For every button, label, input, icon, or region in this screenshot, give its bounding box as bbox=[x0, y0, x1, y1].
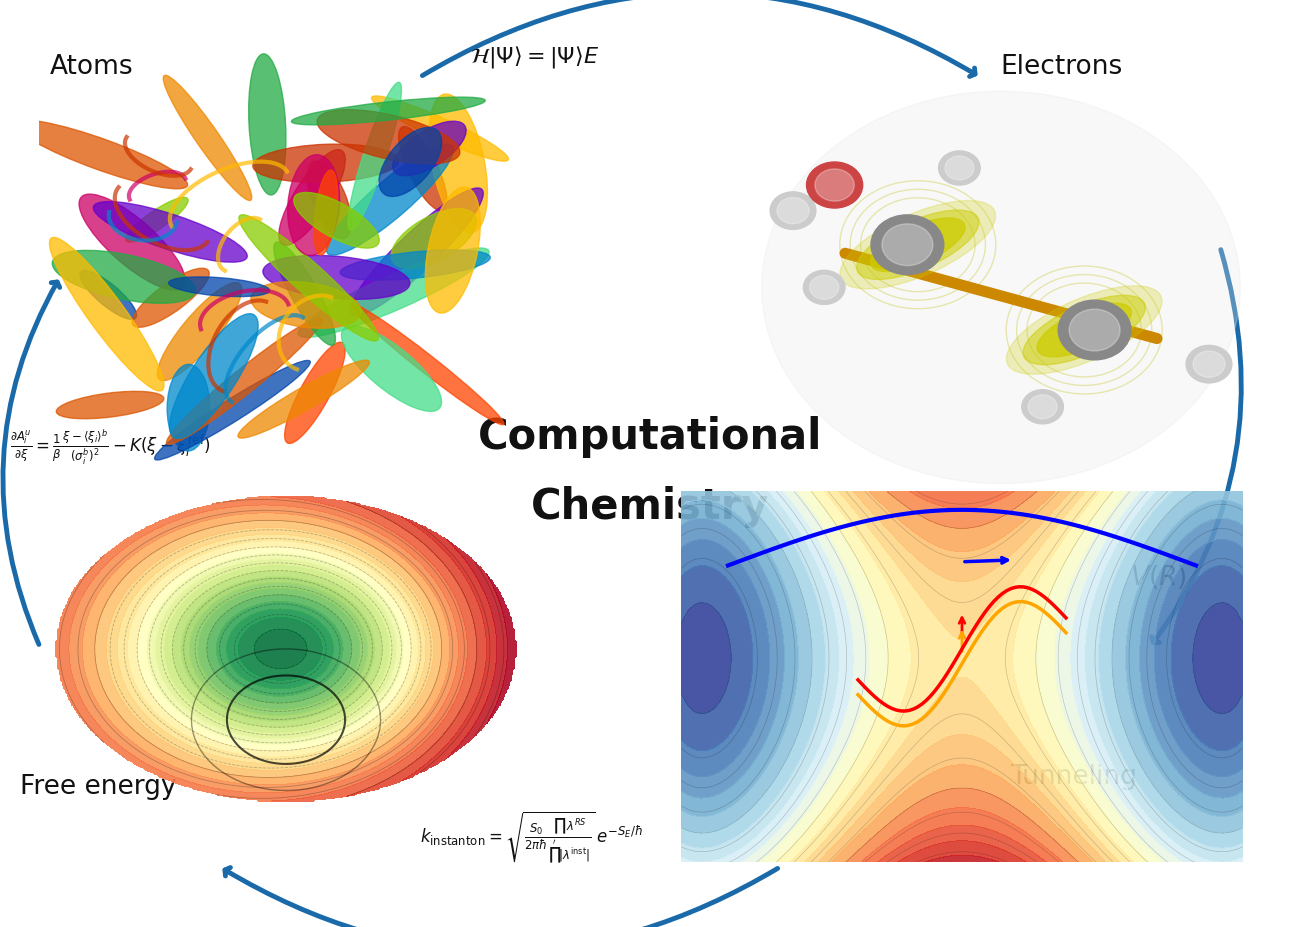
Ellipse shape bbox=[857, 210, 979, 279]
Circle shape bbox=[945, 156, 974, 180]
Ellipse shape bbox=[298, 248, 489, 337]
Ellipse shape bbox=[133, 268, 209, 327]
Circle shape bbox=[1058, 300, 1131, 360]
Ellipse shape bbox=[278, 149, 346, 246]
Text: $\frac{\partial A_i^u}{\partial \xi} = \frac{1}{\beta}\frac{\xi - \langle\xi_i\r: $\frac{\partial A_i^u}{\partial \xi} = \… bbox=[10, 427, 211, 466]
Ellipse shape bbox=[157, 283, 242, 381]
Ellipse shape bbox=[285, 342, 346, 443]
Circle shape bbox=[777, 197, 809, 223]
Circle shape bbox=[803, 271, 845, 304]
Ellipse shape bbox=[239, 215, 378, 341]
Text: $k_{\mathrm{instanton}} = \sqrt{\frac{S_0}{2\pi\hbar}\frac{\prod\lambda^{RS}}{\p: $k_{\mathrm{instanton}} = \sqrt{\frac{S_… bbox=[420, 809, 644, 865]
Text: Atoms: Atoms bbox=[49, 54, 134, 80]
Ellipse shape bbox=[380, 127, 442, 197]
Ellipse shape bbox=[169, 277, 269, 297]
Ellipse shape bbox=[326, 145, 454, 255]
Ellipse shape bbox=[425, 187, 480, 313]
Ellipse shape bbox=[166, 318, 322, 444]
Text: $V(R)$: $V(R)$ bbox=[1130, 563, 1187, 591]
Ellipse shape bbox=[294, 193, 380, 248]
Circle shape bbox=[762, 91, 1240, 484]
Ellipse shape bbox=[168, 364, 209, 451]
Circle shape bbox=[881, 223, 933, 266]
Circle shape bbox=[1069, 309, 1121, 351]
Circle shape bbox=[1022, 389, 1063, 424]
Ellipse shape bbox=[126, 197, 188, 242]
Ellipse shape bbox=[287, 155, 339, 256]
Ellipse shape bbox=[871, 218, 965, 272]
Text: $\mathcal{H}|\Psi\rangle = |\Psi\rangle E$: $\mathcal{H}|\Psi\rangle = |\Psi\rangle … bbox=[471, 44, 599, 70]
Ellipse shape bbox=[429, 94, 488, 233]
Ellipse shape bbox=[164, 75, 252, 200]
Ellipse shape bbox=[251, 282, 361, 328]
Ellipse shape bbox=[840, 200, 996, 289]
Ellipse shape bbox=[391, 209, 477, 269]
Text: Tunneling: Tunneling bbox=[1010, 764, 1138, 790]
Ellipse shape bbox=[399, 126, 447, 210]
Circle shape bbox=[1028, 395, 1057, 419]
Ellipse shape bbox=[252, 144, 399, 183]
Ellipse shape bbox=[263, 256, 410, 299]
Circle shape bbox=[810, 275, 838, 299]
Circle shape bbox=[806, 162, 863, 208]
Ellipse shape bbox=[291, 97, 485, 125]
Ellipse shape bbox=[348, 83, 402, 231]
Circle shape bbox=[939, 151, 980, 185]
Ellipse shape bbox=[341, 250, 490, 280]
Ellipse shape bbox=[248, 54, 286, 195]
Ellipse shape bbox=[1006, 286, 1162, 375]
Ellipse shape bbox=[56, 391, 164, 419]
Ellipse shape bbox=[79, 194, 185, 290]
Ellipse shape bbox=[317, 109, 460, 164]
Ellipse shape bbox=[313, 170, 338, 255]
Ellipse shape bbox=[393, 121, 467, 176]
Ellipse shape bbox=[14, 121, 187, 189]
Ellipse shape bbox=[94, 201, 247, 262]
Ellipse shape bbox=[274, 242, 335, 346]
Text: Chemistry: Chemistry bbox=[530, 486, 770, 528]
Ellipse shape bbox=[307, 161, 351, 238]
Text: Computational: Computational bbox=[478, 416, 822, 458]
Ellipse shape bbox=[155, 361, 311, 460]
Ellipse shape bbox=[49, 237, 164, 391]
Text: Free energy: Free energy bbox=[20, 774, 177, 800]
Ellipse shape bbox=[79, 271, 136, 320]
Circle shape bbox=[770, 192, 816, 229]
Ellipse shape bbox=[169, 313, 259, 438]
Ellipse shape bbox=[342, 325, 442, 412]
Text: Electrons: Electrons bbox=[1000, 54, 1122, 80]
Ellipse shape bbox=[238, 361, 369, 438]
Circle shape bbox=[1193, 351, 1225, 377]
Ellipse shape bbox=[1023, 296, 1145, 364]
Circle shape bbox=[1186, 346, 1232, 383]
Ellipse shape bbox=[1037, 303, 1131, 357]
Ellipse shape bbox=[372, 95, 508, 161]
Ellipse shape bbox=[350, 303, 504, 425]
Circle shape bbox=[871, 215, 944, 274]
Ellipse shape bbox=[52, 250, 195, 303]
Circle shape bbox=[815, 169, 854, 201]
Ellipse shape bbox=[350, 188, 484, 316]
